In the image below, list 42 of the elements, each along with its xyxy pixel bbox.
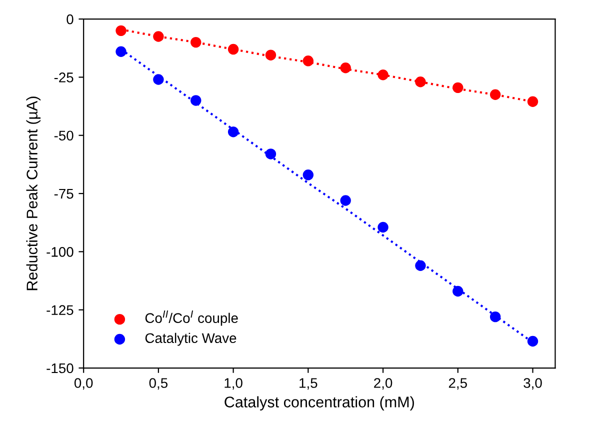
y-tick-label: -25 xyxy=(54,72,74,82)
point xyxy=(302,56,314,66)
point xyxy=(415,76,426,88)
point xyxy=(415,260,426,271)
y-tick-label: -75 xyxy=(54,189,74,199)
point xyxy=(302,170,314,180)
x-tick-label: 1,5 xyxy=(300,378,318,390)
point xyxy=(153,74,164,85)
legend-label: Co$^{II}$/Co$^{I}$ couple xyxy=(145,310,238,326)
point xyxy=(190,36,202,48)
point xyxy=(116,46,126,57)
point xyxy=(340,195,351,206)
point xyxy=(340,62,351,74)
point xyxy=(527,336,538,347)
x-tick-label: 2,5 xyxy=(448,378,467,390)
x-tick-label: 2,0 xyxy=(374,378,392,390)
legend-label: Catalytic Wave xyxy=(145,332,236,346)
x-tick-label: 0,0 xyxy=(74,378,93,390)
point xyxy=(153,31,164,42)
x-tick-label: 1,0 xyxy=(224,378,242,390)
x-tick-label: 3,0 xyxy=(524,378,542,390)
point xyxy=(490,311,501,322)
x-tick-label: 0,5 xyxy=(149,378,168,390)
point xyxy=(378,70,388,80)
x-axis-title: Catalyst concentration (mM) xyxy=(224,396,414,410)
y-tick-label: -100 xyxy=(46,247,74,257)
point xyxy=(265,148,276,160)
point xyxy=(452,286,464,297)
y-tick-label: 0 xyxy=(66,14,74,24)
point xyxy=(378,222,388,233)
point xyxy=(116,25,126,36)
point xyxy=(190,95,202,106)
point xyxy=(490,89,501,100)
point xyxy=(265,50,276,60)
y-tick-label: -125 xyxy=(46,305,74,316)
y-tick-label: -50 xyxy=(54,130,74,141)
point xyxy=(228,126,239,138)
point xyxy=(452,82,464,94)
y-axis-title: Reductive Peak Current (µA) xyxy=(26,96,41,290)
y-tick-label: -150 xyxy=(46,363,74,374)
point xyxy=(228,44,239,55)
point xyxy=(527,96,538,107)
